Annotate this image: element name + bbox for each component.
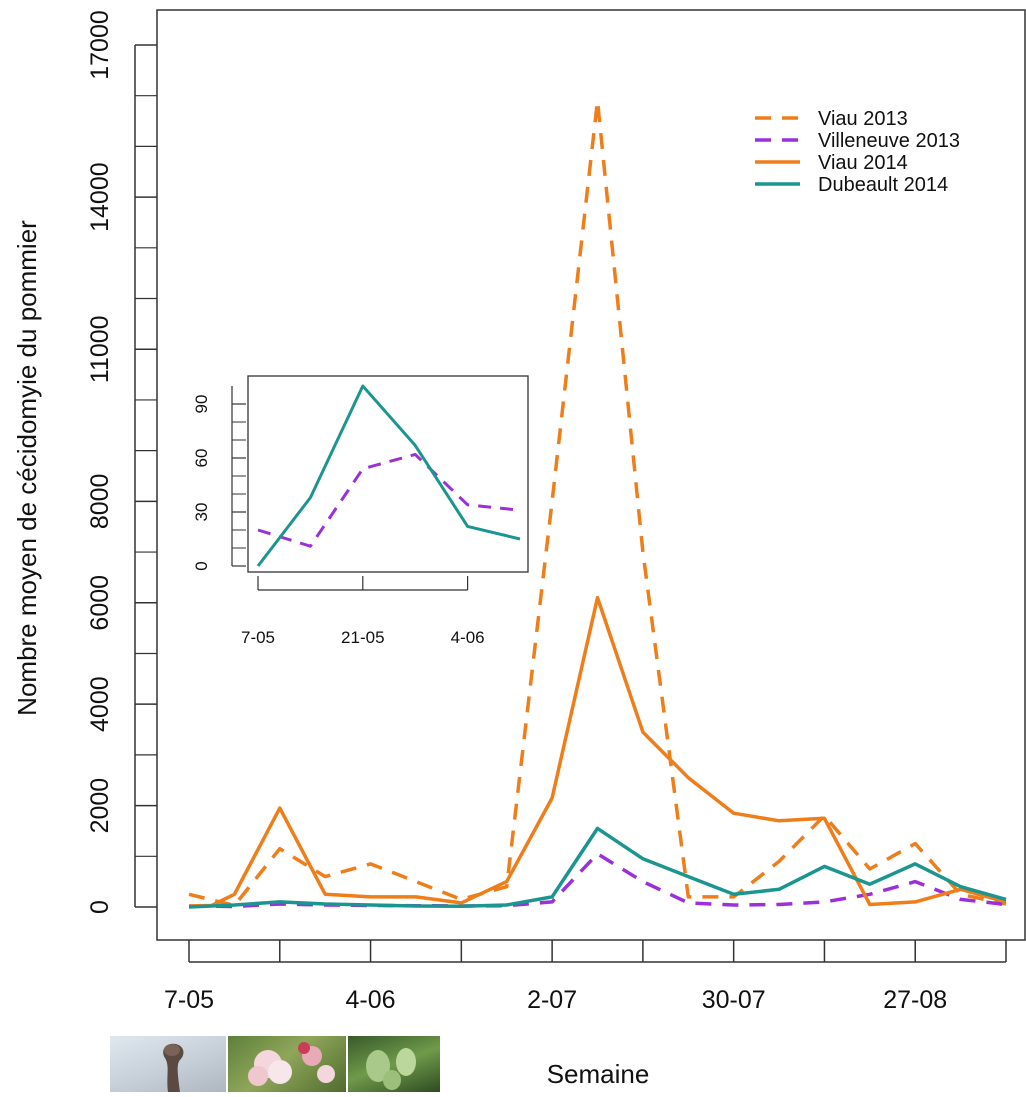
inset-series-line-1 — [256, 384, 521, 567]
y-tick-label-1: 2000 — [86, 778, 114, 834]
legend-label-2: Viau 2014 — [818, 152, 908, 174]
x-tick-label-0: 7-05 — [164, 986, 214, 1014]
inset-series-line-0 — [257, 452, 521, 548]
inset-x-tick-label-2: 4-06 — [451, 628, 485, 647]
inset-frame — [247, 375, 529, 573]
inset-y-tick-label-2: 60 — [192, 449, 211, 468]
inset-y-tick-label-1: 30 — [192, 503, 211, 522]
inset-x-tick-label-0: 7-05 — [241, 628, 275, 647]
plot-frame — [156, 9, 1026, 941]
y-tick-label-3: 6000 — [86, 575, 114, 631]
x-axis-title: Semaine — [547, 1059, 650, 1089]
series-line-3 — [188, 826, 1007, 909]
apple-bud-photo — [110, 1036, 226, 1092]
series-line-2 — [188, 595, 1007, 908]
legend-label-0: Viau 2013 — [818, 108, 908, 130]
inset-x-tick-label-1: 21-05 — [341, 628, 384, 647]
y-tick-label-6: 14000 — [86, 162, 114, 232]
legend-label-1: Villeneuve 2013 — [818, 130, 960, 152]
x-tick-label-8: 27-08 — [883, 986, 947, 1014]
y-axis-title: Nombre moyen de cécidomyie du pommier — [12, 220, 42, 716]
y-tick-label-4: 8000 — [86, 474, 114, 530]
y-tick-label-0: 0 — [86, 900, 114, 914]
x-tick-label-4: 2-07 — [527, 986, 577, 1014]
apple-fruitlet-photo — [348, 1036, 440, 1092]
y-tick-label-2: 4000 — [86, 676, 114, 732]
x-tick-label-2: 4-06 — [346, 986, 396, 1014]
apple-blossom-photo — [228, 1036, 346, 1092]
legend-label-3: Dubeault 2014 — [818, 174, 948, 196]
inset-y-tick-label-3: 90 — [192, 395, 211, 414]
series-line-1 — [188, 852, 1007, 909]
series-line-0 — [188, 99, 1007, 908]
x-tick-label-6: 30-07 — [702, 986, 766, 1014]
y-tick-label-7: 17000 — [86, 10, 114, 80]
y-tick-label-5: 11000 — [86, 315, 114, 383]
inset-y-tick-label-0: 0 — [192, 561, 211, 570]
